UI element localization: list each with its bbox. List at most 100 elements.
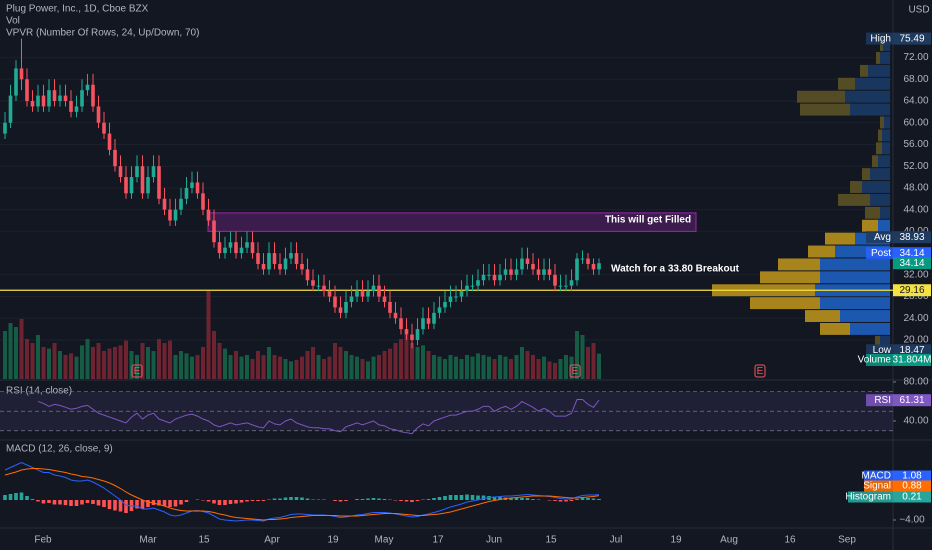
candle-body: [190, 182, 194, 188]
volume-bar: [294, 359, 299, 379]
candle-body: [118, 166, 123, 178]
volume-bar: [80, 345, 84, 379]
macd-histogram: [432, 498, 436, 500]
candle-body: [459, 291, 464, 297]
macd-histogram: [344, 500, 348, 501]
tag-value: 0.21: [902, 492, 922, 503]
candle-body: [426, 318, 431, 324]
macd-histogram: [239, 500, 244, 503]
profile-up: [880, 52, 890, 64]
macd-histogram: [591, 498, 596, 500]
candle-body: [487, 274, 491, 276]
event-label: E: [134, 366, 141, 377]
profile-up: [820, 297, 890, 310]
candle-body: [481, 274, 486, 281]
volume-bar: [162, 343, 167, 379]
macd-histogram: [113, 500, 117, 511]
tag-name: RSI: [874, 395, 891, 406]
volume-bar: [140, 343, 145, 379]
macd-histogram: [564, 500, 568, 502]
volume-bar: [547, 361, 552, 379]
profile-down: [838, 77, 855, 90]
x-tick-label: 15: [198, 535, 210, 546]
volume-bar: [465, 355, 469, 379]
macd-histogram: [377, 498, 381, 500]
tag-value: 61.31: [899, 395, 924, 406]
candle-body: [597, 263, 601, 270]
profile-down: [862, 219, 878, 232]
candle-body: [377, 285, 381, 297]
macd-histogram: [217, 500, 222, 505]
macd-histogram: [91, 500, 95, 504]
macd-histogram: [74, 500, 79, 506]
event-marker: [131, 364, 143, 378]
volume-bar: [410, 343, 414, 379]
volume-bar: [190, 356, 194, 379]
macd-histogram: [19, 492, 24, 500]
macd-histogram: [195, 499, 200, 500]
profile-down: [872, 155, 878, 168]
volume-bar: [415, 347, 420, 379]
x-tick-label: Apr: [264, 535, 280, 546]
annotation: This will get Filled: [605, 215, 691, 226]
x-tick-label: 15: [545, 535, 557, 546]
volume-bar: [250, 359, 255, 379]
macd-histogram: [63, 500, 68, 505]
volume-bar: [316, 355, 321, 379]
volume-bar: [118, 345, 123, 379]
profile-up: [868, 64, 890, 77]
tag-value: 31.804M: [893, 355, 932, 366]
macd-histogram: [107, 500, 112, 509]
tag-value-box: [893, 480, 931, 492]
macd-histogram: [586, 498, 590, 500]
candle-body: [382, 296, 387, 302]
volume-bar: [520, 347, 524, 379]
macd-histogram: [261, 500, 266, 501]
candle-body: [525, 258, 530, 264]
volume-bar: [514, 355, 519, 379]
currency[interactable]: USD: [908, 5, 929, 16]
macd-histogram: [47, 500, 51, 503]
candle-body: [173, 209, 178, 221]
candle-body: [580, 258, 585, 260]
volume-bar: [179, 351, 183, 379]
macd-histogram: [25, 496, 29, 500]
candle-body: [399, 318, 403, 330]
macd-histogram: [333, 500, 337, 501]
macd-histogram: [498, 497, 502, 500]
volume-bar: [239, 356, 244, 379]
volume-bar: [168, 340, 172, 379]
tag-value-box: [893, 491, 931, 503]
candle-body: [388, 301, 392, 313]
y-tick-label: 52.00: [903, 161, 928, 172]
candle-body: [206, 209, 211, 221]
candle-body: [316, 285, 321, 287]
volume-bar: [349, 355, 354, 379]
volume-bar: [3, 331, 7, 379]
macd-histogram: [459, 495, 464, 500]
volume-bar: [553, 363, 557, 379]
volume-bar: [195, 355, 200, 379]
candle-body: [470, 285, 475, 287]
macd-histogram: [272, 498, 277, 500]
candle-body: [514, 269, 519, 275]
profile-up: [855, 77, 890, 90]
candle-body: [256, 253, 260, 264]
candle-body: [289, 253, 293, 259]
tag-value-box: [893, 247, 931, 260]
candle-body: [135, 166, 139, 178]
macd-histogram: [569, 500, 574, 501]
tag-value: 34.14: [899, 248, 924, 259]
profile-up: [878, 219, 890, 232]
macd-histogram: [30, 499, 35, 500]
profile-down: [808, 245, 835, 258]
volume-bar: [382, 351, 387, 379]
macd-histogram: [157, 500, 161, 506]
profile-up: [882, 129, 890, 142]
macd-histogram: [514, 498, 519, 500]
candle-body: [465, 285, 469, 292]
volume-bar: [245, 355, 249, 379]
x-tick-label: Aug: [720, 535, 738, 546]
y-tick-label: 68.00: [903, 74, 928, 85]
